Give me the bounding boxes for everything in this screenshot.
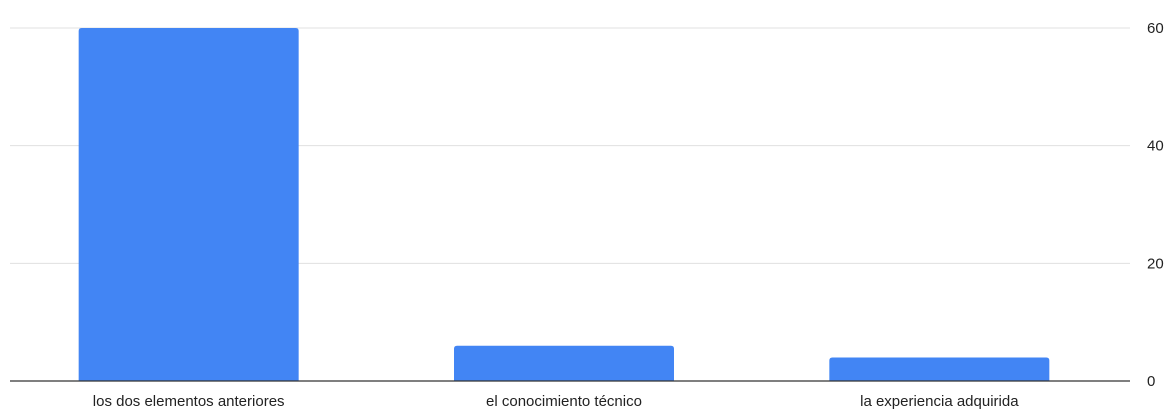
x-category-label: la experiencia adquirida: [860, 393, 1019, 409]
y-tick-label: 0: [1147, 373, 1155, 390]
y-tick-label: 40: [1147, 138, 1164, 155]
y-tick-label: 20: [1147, 255, 1164, 272]
y-tick-label: 60: [1147, 20, 1164, 37]
bar-0: [78, 28, 299, 381]
bar-1: [454, 345, 674, 381]
y-axis-ticks: 0 20 40 60: [1147, 20, 1164, 390]
bars: [78, 28, 1050, 381]
x-category-label: el conocimiento técnico: [486, 393, 642, 409]
category-labels: los dos elementos anteriores el conocimie…: [93, 393, 1019, 409]
x-category-label: los dos elementos anteriores: [93, 393, 285, 409]
bar-2: [829, 357, 1050, 381]
